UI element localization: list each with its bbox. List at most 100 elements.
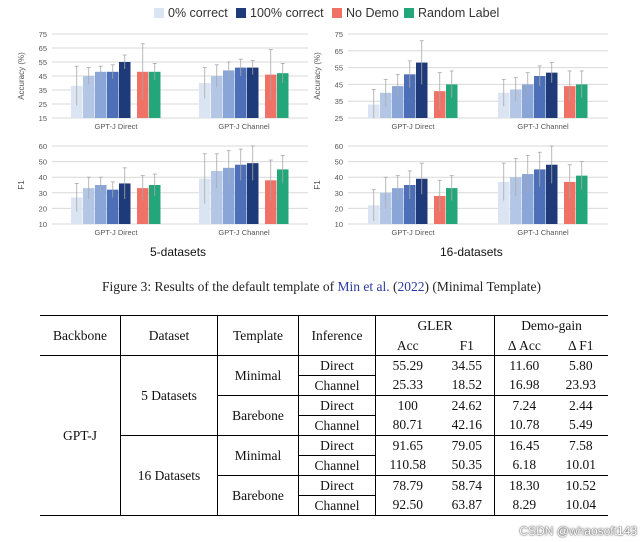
y-tick-label: 60 <box>335 142 343 151</box>
cell-template: Barebone <box>217 475 299 516</box>
y-tick-label: 10 <box>335 220 343 229</box>
cell-acc: 110.58 <box>375 455 440 476</box>
chart-svg: 10 20 30 40 50 60 F1 GPT-J Direct GPT-J Channel <box>17 142 308 237</box>
legend-label: Random Label <box>418 6 500 20</box>
group-label-5-datasets: 5-datasets <box>150 245 207 259</box>
bar <box>404 185 416 224</box>
cell-delta-f1: 23.93 <box>553 375 608 396</box>
bar <box>149 71 161 118</box>
bar <box>446 188 458 224</box>
legend-item-0-correct: 0% correct <box>154 4 228 22</box>
cell-delta-f1: 5.49 <box>553 415 608 436</box>
y-tick-label: 55 <box>39 58 47 67</box>
y-axis-label: F1 <box>313 180 322 190</box>
legend-item-100-correct: 100% correct <box>236 4 324 22</box>
bar <box>137 188 149 224</box>
cell-template: Barebone <box>217 395 299 436</box>
cell-delta-acc: 10.78 <box>494 415 554 436</box>
caption-close: ) <box>424 279 429 294</box>
bar <box>534 169 546 224</box>
x-category-label: GPT-J Channel <box>517 122 569 131</box>
cell-delta-acc: 8.29 <box>494 495 554 516</box>
bar <box>498 181 510 224</box>
x-category-label: GPT-J Direct <box>95 228 139 237</box>
y-tick-label: 20 <box>335 204 343 213</box>
legend-label: 100% correct <box>250 6 324 20</box>
legend-swatch <box>154 8 164 18</box>
cell-f1: 34.55 <box>439 355 496 375</box>
header-dataset: Dataset <box>120 315 218 356</box>
cell-template: Minimal <box>217 355 299 396</box>
y-tick-label: 10 <box>39 220 47 229</box>
cell-dataset: 16 Datasets <box>120 435 218 516</box>
bar <box>564 86 576 118</box>
cell-f1: 42.16 <box>439 415 496 436</box>
bar <box>392 86 404 118</box>
cell-acc: 78.79 <box>392 477 423 493</box>
cell-inference: Direct <box>298 475 376 496</box>
x-category-label: GPT-J Channel <box>218 122 270 131</box>
cell-acc: 100 <box>397 397 418 413</box>
cell-f1: 24.62 <box>439 395 496 415</box>
cell-delta-f1: 10.52 <box>565 477 596 493</box>
cell-f1: 58.74 <box>439 475 496 495</box>
bar <box>416 178 428 224</box>
bar <box>199 83 211 118</box>
cell-delta-f1: 10.04 <box>553 495 608 516</box>
bar <box>510 177 522 224</box>
header-demo-gain: Demo-gain <box>494 315 608 336</box>
y-tick-label: 65 <box>335 47 343 56</box>
legend-swatch <box>404 8 414 18</box>
cell-f1: 50.35 <box>439 455 496 476</box>
header-backbone: Backbone <box>40 315 121 356</box>
citation-year-link[interactable]: 2022 <box>397 279 425 294</box>
chart-svg: 25 35 45 55 65 75 Accuracy (%) GPT-J Direct GPT-… <box>313 30 608 131</box>
cell-dataset: 5 Datasets <box>120 355 218 436</box>
y-tick-label: 30 <box>335 189 343 198</box>
y-tick-label: 20 <box>39 204 47 213</box>
bar <box>95 71 107 118</box>
y-tick-label: 25 <box>335 114 343 123</box>
bar <box>510 89 522 118</box>
y-tick-label: 30 <box>39 189 47 198</box>
x-category-label: GPT-J Direct <box>392 228 436 237</box>
y-tick-label: 15 <box>39 114 47 123</box>
cell-backbone: GPT-J <box>40 355 121 516</box>
caption-suffix: (Minimal Template) <box>428 279 541 294</box>
cell-acc: 25.33 <box>375 375 440 396</box>
legend-label: No Demo <box>346 6 399 20</box>
bar <box>564 181 576 224</box>
bar <box>546 164 558 224</box>
bar <box>277 169 289 224</box>
x-category-label: GPT-J Channel <box>218 228 270 237</box>
bar <box>83 76 95 118</box>
y-tick-label: 40 <box>335 173 343 182</box>
y-tick-label: 60 <box>39 142 47 151</box>
legend-item-no-demo: No Demo <box>332 4 399 22</box>
y-axis-label: Accuracy (%) <box>313 52 322 100</box>
cell-acc: 91.65 <box>392 437 423 453</box>
y-tick-label: 55 <box>335 64 343 73</box>
cell-acc: 92.50 <box>375 495 440 516</box>
bar <box>265 180 277 224</box>
cell-inference: Direct <box>298 395 376 416</box>
bar <box>277 73 289 118</box>
bar <box>522 174 534 224</box>
group-label-16-datasets: 16-datasets <box>440 245 503 259</box>
bar <box>446 84 458 118</box>
bar <box>416 62 428 118</box>
citation-link[interactable]: Min et al. <box>337 279 390 294</box>
cell-acc: 80.71 <box>375 415 440 436</box>
cell-inference: Channel <box>298 375 376 396</box>
bar <box>247 163 259 224</box>
cell-delta-acc: 11.60 <box>509 357 540 373</box>
x-category-label: GPT-J Direct <box>392 122 436 131</box>
bar <box>107 71 119 118</box>
bar <box>211 170 223 224</box>
cell-delta-f1: 10.01 <box>553 455 608 476</box>
legend-swatch <box>236 8 246 18</box>
header-f1: F1 <box>439 335 496 356</box>
results-table: Backbone Dataset Template Inference GLER… <box>40 315 608 516</box>
y-tick-label: 45 <box>335 80 343 89</box>
cell-f1: 18.52 <box>439 375 496 396</box>
